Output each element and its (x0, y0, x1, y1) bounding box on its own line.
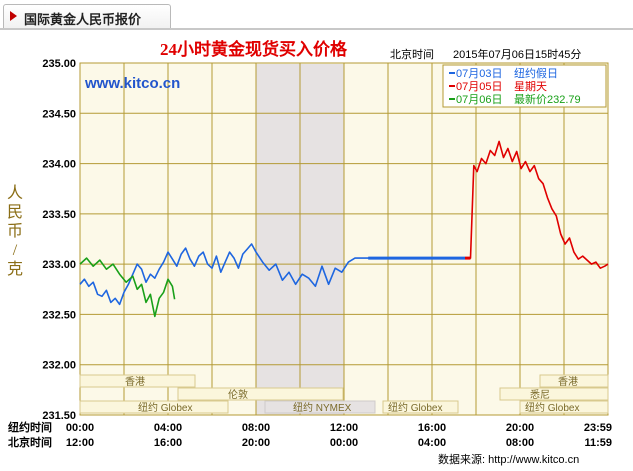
x-tick-label: 00:00 (66, 422, 94, 434)
tab-bar: 国际黄金人民币报价 (0, 0, 633, 30)
market-ny-globex-right: 纽约 Globex (525, 401, 579, 414)
market-sessions: 香港 伦敦 纽约 Globex 纽约 NYMEX 纽约 Globex 悉尼 香港… (79, 374, 609, 414)
market-ny-nymex: 纽约 NYMEX (293, 401, 352, 414)
x-tick-label: 04:00 (418, 437, 446, 449)
session-london (177, 387, 344, 401)
x-tick-label: 08:00 (242, 422, 270, 434)
market-ny-globex-left: 纽约 Globex (138, 401, 192, 414)
x-row-label: 北京时间 (8, 435, 52, 449)
x-tick-label: 04:00 (154, 422, 182, 434)
y-axis-label-text: 人民币/克 (7, 184, 23, 278)
legend-note: 最新价232.79 (514, 92, 581, 106)
y-tick-label: 234.50 (42, 108, 76, 120)
x-tick-label: 16:00 (154, 437, 182, 449)
session-ny-nymex (264, 400, 376, 414)
market-sydney: 悉尼 (530, 389, 550, 401)
header-time: 2015年07月06日15时45分 (453, 47, 581, 61)
x-tick-label: 16:00 (418, 422, 446, 434)
legend-note: 星期天 (514, 80, 547, 93)
y-tick-label: 234.00 (42, 159, 76, 171)
session-ny-globex-left (79, 400, 229, 414)
session-ny-globex-right (519, 400, 609, 414)
market-london: 伦敦 (228, 388, 248, 401)
data-source: 数据来源: http://www.kitco.cn (438, 452, 579, 466)
tab-label: 国际黄金人民币报价 (24, 13, 142, 28)
y-tick-label: 231.50 (42, 410, 76, 422)
session-hongkong-left (79, 374, 196, 388)
market-hongkong-left: 香港 (125, 376, 145, 388)
x-tick-label: 20:00 (506, 422, 534, 434)
tab-divider (0, 28, 633, 30)
session-ny-globex-mid (382, 400, 459, 414)
y-tick-label: 232.50 (42, 309, 76, 321)
legend-date: 07月05日 (456, 81, 502, 93)
legend-note: 纽约假日 (514, 66, 558, 80)
market-ny-globex-mid: 纽约 Globex (388, 401, 442, 414)
session-hongkong-right (539, 374, 609, 388)
x-tick-label: 08:00 (506, 437, 534, 449)
x-tick-label: 00:00 (330, 437, 358, 449)
arrow-right-icon (10, 11, 17, 21)
tab-gold-rmb-price[interactable]: 国际黄金人民币报价 (3, 4, 171, 29)
x-tick-label: 23:59 (584, 422, 612, 434)
watermark: www.kitco.cn (84, 75, 180, 92)
y-tick-label: 233.50 (42, 209, 76, 221)
series-line-3 (79, 257, 176, 318)
series-line-2 (465, 140, 609, 270)
x-tick-label: 20:00 (242, 437, 270, 449)
market-hongkong-right: 香港 (558, 376, 578, 388)
y-tick-label: 235.00 (42, 58, 76, 70)
series-lines (79, 140, 609, 318)
session-sydney (499, 387, 609, 401)
x-row-label: 纽约时间 (8, 420, 52, 434)
y-tick-label: 232.00 (42, 360, 76, 372)
legend: 07月03日 纽约假日 07月05日 星期天 07月06日 最新价232.79 (442, 64, 607, 108)
legend-box (442, 64, 607, 108)
gridlines (80, 62, 608, 416)
x-tick-label: 12:00 (66, 437, 94, 449)
legend-date: 07月06日 (456, 94, 502, 106)
y-axis-label: 人民币/克 (7, 184, 23, 278)
x-tick-labels: 纽约时间 00:00 04:00 08:00 12:00 16:00 20:00 23:59 北… (8, 420, 612, 449)
x-tick-label: 12:00 (330, 422, 358, 434)
y-tick-label: 233.00 (42, 259, 76, 271)
legend-date: 07月03日 (456, 68, 502, 80)
y-tick-labels: 235.00 234.50 234.00 233.50 233.00 232.50 232.… (42, 58, 76, 422)
x-tick-label: 11:59 (584, 437, 612, 449)
chart-title: 24小时黄金现货买入价格 (160, 39, 348, 59)
header-label: 北京时间 (390, 47, 434, 61)
